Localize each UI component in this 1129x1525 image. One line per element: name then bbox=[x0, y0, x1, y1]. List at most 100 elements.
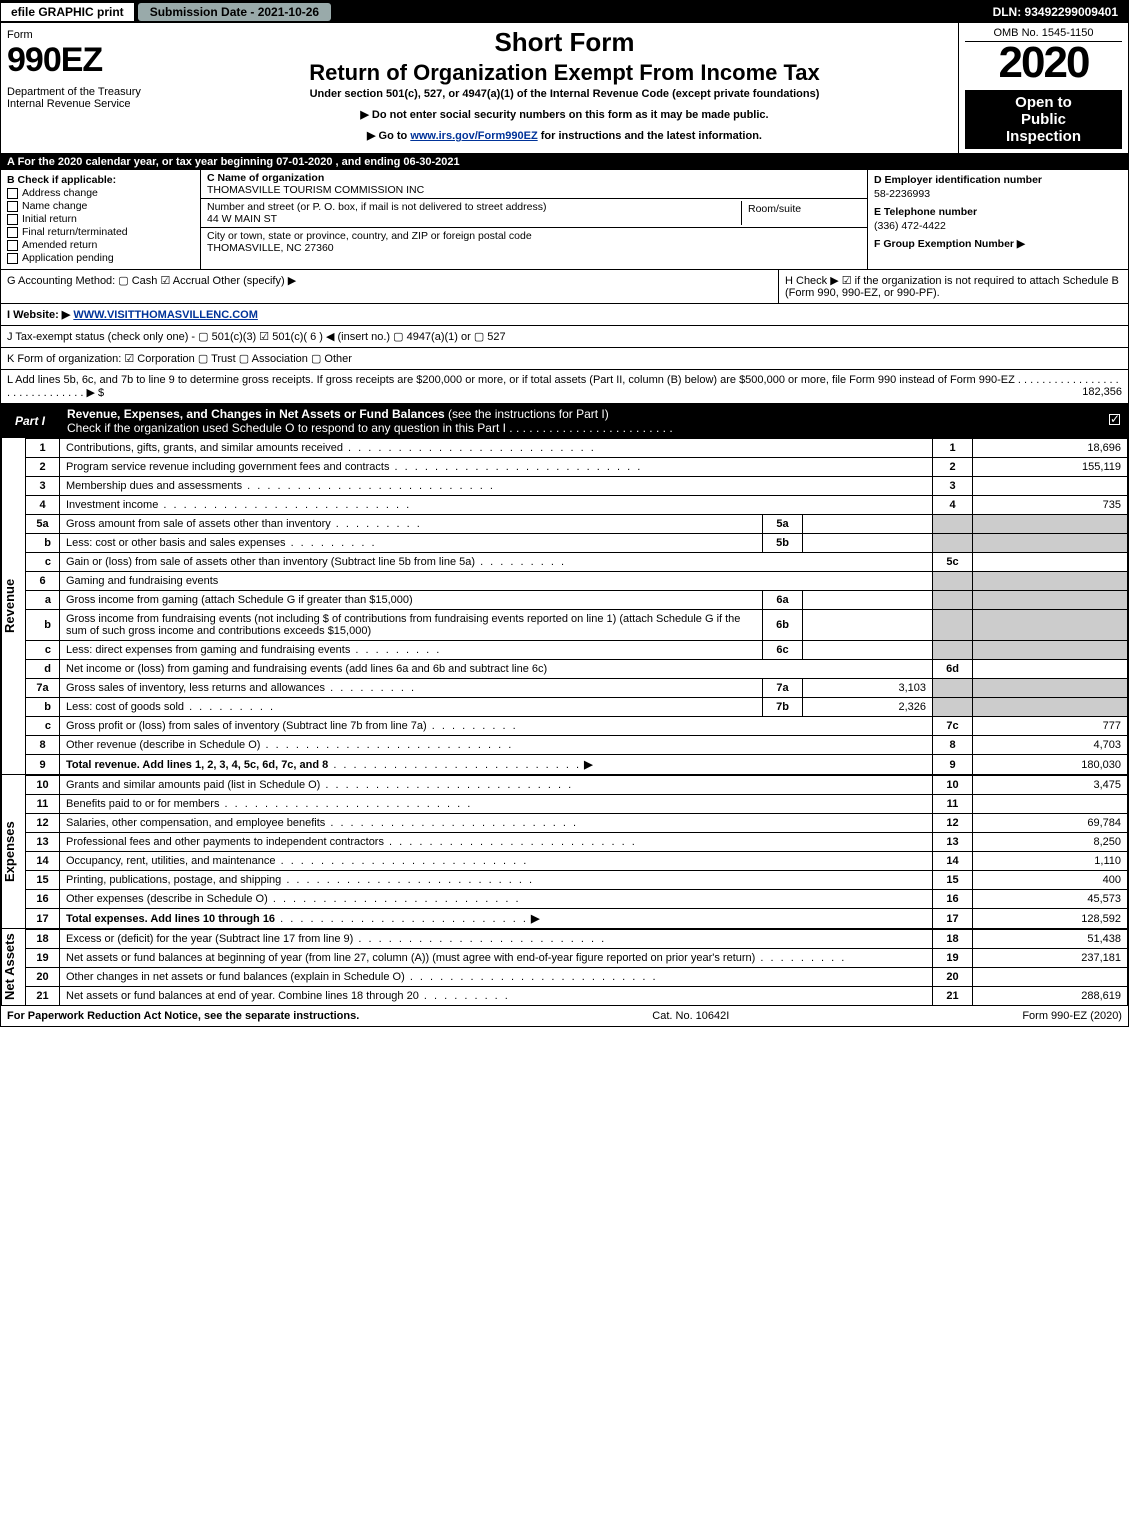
cb-amended-return[interactable] bbox=[7, 240, 18, 251]
line-desc: Gross sales of inventory, less returns a… bbox=[60, 679, 763, 698]
line-num: 18 bbox=[26, 930, 60, 949]
org-city-cell: City or town, state or province, country… bbox=[201, 228, 867, 256]
line-desc: Program service revenue including govern… bbox=[60, 458, 933, 477]
line-num: 9 bbox=[26, 755, 60, 775]
box-c: C Name of organization THOMASVILLE TOURI… bbox=[201, 170, 868, 269]
cb-address-change[interactable] bbox=[7, 188, 18, 199]
line-ref: 15 bbox=[933, 871, 973, 890]
line-amt: 237,181 bbox=[973, 949, 1128, 968]
form-number: 990EZ bbox=[7, 41, 165, 80]
line-desc: Salaries, other compensation, and employ… bbox=[60, 814, 933, 833]
efile-print-button[interactable]: efile GRAPHIC print bbox=[1, 3, 134, 21]
mid-ref: 6c bbox=[763, 641, 803, 660]
table-row: cGross profit or (loss) from sales of in… bbox=[26, 717, 1128, 736]
expenses-vertical-label: Expenses bbox=[1, 775, 25, 929]
grey-cell bbox=[933, 610, 973, 641]
line-num: 1 bbox=[26, 439, 60, 458]
table-row: aGross income from gaming (attach Schedu… bbox=[26, 591, 1128, 610]
subtitle: Under section 501(c), 527, or 4947(a)(1)… bbox=[177, 88, 952, 100]
line-num: 3 bbox=[26, 477, 60, 496]
line-desc: Grants and similar amounts paid (list in… bbox=[60, 776, 933, 795]
line-num: 6 bbox=[26, 572, 60, 591]
org-address-label: Number and street (or P. O. box, if mail… bbox=[207, 201, 546, 213]
line-amt: 18,696 bbox=[973, 439, 1128, 458]
org-address-value: 44 W MAIN ST bbox=[207, 213, 277, 225]
form-of-organization-row: K Form of organization: ☑ Corporation ▢ … bbox=[1, 348, 1128, 370]
dln-label: DLN: 93492299009401 bbox=[983, 3, 1128, 21]
cb-name-change[interactable] bbox=[7, 201, 18, 212]
tax-exempt-status-row: J Tax-exempt status (check only one) - ▢… bbox=[1, 326, 1128, 348]
grey-cell bbox=[973, 534, 1128, 553]
grey-cell bbox=[933, 698, 973, 717]
line-num: 17 bbox=[26, 909, 60, 929]
line-desc: Less: direct expenses from gaming and fu… bbox=[60, 641, 763, 660]
mid-val bbox=[803, 515, 933, 534]
line-num: 10 bbox=[26, 776, 60, 795]
line-desc: Total revenue. Add lines 1, 2, 3, 4, 5c,… bbox=[60, 755, 933, 775]
line-ref: 12 bbox=[933, 814, 973, 833]
part-1-check bbox=[1101, 411, 1128, 431]
cb-final-return[interactable] bbox=[7, 227, 18, 238]
grey-cell bbox=[973, 679, 1128, 698]
line-ref: 8 bbox=[933, 736, 973, 755]
table-row: 9Total revenue. Add lines 1, 2, 3, 4, 5c… bbox=[26, 755, 1128, 775]
cb-application-pending[interactable] bbox=[7, 253, 18, 264]
cb-initial-return[interactable] bbox=[7, 214, 18, 225]
website-link[interactable]: WWW.VISITTHOMASVILLENC.COM bbox=[73, 309, 258, 321]
grey-cell bbox=[973, 698, 1128, 717]
line-desc: Printing, publications, postage, and shi… bbox=[60, 871, 933, 890]
form-header: Form 990EZ Department of the Treasury In… bbox=[1, 23, 1128, 154]
line-desc: Occupancy, rent, utilities, and maintena… bbox=[60, 852, 933, 871]
box-b: B Check if applicable: Address change Na… bbox=[1, 170, 201, 269]
table-row: cLess: direct expenses from gaming and f… bbox=[26, 641, 1128, 660]
instructions-line: ▶ Go to www.irs.gov/Form990EZ for instru… bbox=[177, 129, 952, 142]
part-1-title: Revenue, Expenses, and Changes in Net As… bbox=[59, 404, 1101, 438]
submission-date-button[interactable]: Submission Date - 2021-10-26 bbox=[138, 3, 331, 21]
table-row: 21Net assets or fund balances at end of … bbox=[26, 987, 1128, 1006]
grey-cell bbox=[973, 610, 1128, 641]
ein-value: 58-2236993 bbox=[874, 188, 1122, 200]
open-public-badge: Open to Public Inspection bbox=[965, 90, 1122, 149]
table-row: 11Benefits paid to or for members11 bbox=[26, 795, 1128, 814]
room-suite-label: Room/suite bbox=[748, 203, 801, 215]
instructions-link[interactable]: www.irs.gov/Form990EZ bbox=[410, 130, 537, 142]
accounting-method: G Accounting Method: ▢ Cash ☑ Accrual Ot… bbox=[1, 270, 778, 303]
short-form-title: Short Form bbox=[177, 27, 952, 58]
instr-post: for instructions and the latest informat… bbox=[538, 130, 762, 142]
line-num: 14 bbox=[26, 852, 60, 871]
line-ref: 5c bbox=[933, 553, 973, 572]
footer-form-ref: Form 990-EZ (2020) bbox=[1022, 1010, 1122, 1022]
line-amt: 735 bbox=[973, 496, 1128, 515]
gross-receipts-row: L Add lines 5b, 6c, and 7b to line 9 to … bbox=[1, 370, 1128, 404]
line-num: 7a bbox=[26, 679, 60, 698]
line-num: 15 bbox=[26, 871, 60, 890]
line-num: 8 bbox=[26, 736, 60, 755]
grey-cell bbox=[933, 534, 973, 553]
table-row: 1Contributions, gifts, grants, and simil… bbox=[26, 439, 1128, 458]
line-num: 19 bbox=[26, 949, 60, 968]
line-amt: 128,592 bbox=[973, 909, 1128, 929]
org-name-value: THOMASVILLE TOURISM COMMISSION INC bbox=[207, 184, 424, 196]
line-num: c bbox=[26, 553, 60, 572]
line-amt: 777 bbox=[973, 717, 1128, 736]
line-desc: Net income or (loss) from gaming and fun… bbox=[60, 660, 933, 679]
grey-cell bbox=[933, 641, 973, 660]
line-amt: 180,030 bbox=[973, 755, 1128, 775]
grey-cell bbox=[933, 591, 973, 610]
expenses-table: 10Grants and similar amounts paid (list … bbox=[25, 775, 1128, 929]
mid-ref: 6b bbox=[763, 610, 803, 641]
mid-val bbox=[803, 534, 933, 553]
line-num: 12 bbox=[26, 814, 60, 833]
table-row: 3Membership dues and assessments3 bbox=[26, 477, 1128, 496]
table-row: 12Salaries, other compensation, and empl… bbox=[26, 814, 1128, 833]
form-title-block: Short Form Return of Organization Exempt… bbox=[171, 23, 958, 153]
line-num: b bbox=[26, 698, 60, 717]
part-1-title-paren: (see the instructions for Part I) bbox=[445, 407, 609, 421]
org-city-value: THOMASVILLE, NC 27360 bbox=[207, 242, 334, 254]
tax-year: 2020 bbox=[965, 38, 1122, 88]
cb-amended-return-label: Amended return bbox=[22, 239, 97, 251]
part-1-checkbox[interactable] bbox=[1109, 414, 1120, 425]
phone-value: (336) 472-4422 bbox=[874, 220, 1122, 232]
line-amt bbox=[973, 795, 1128, 814]
net-assets-table: 18Excess or (deficit) for the year (Subt… bbox=[25, 929, 1128, 1006]
